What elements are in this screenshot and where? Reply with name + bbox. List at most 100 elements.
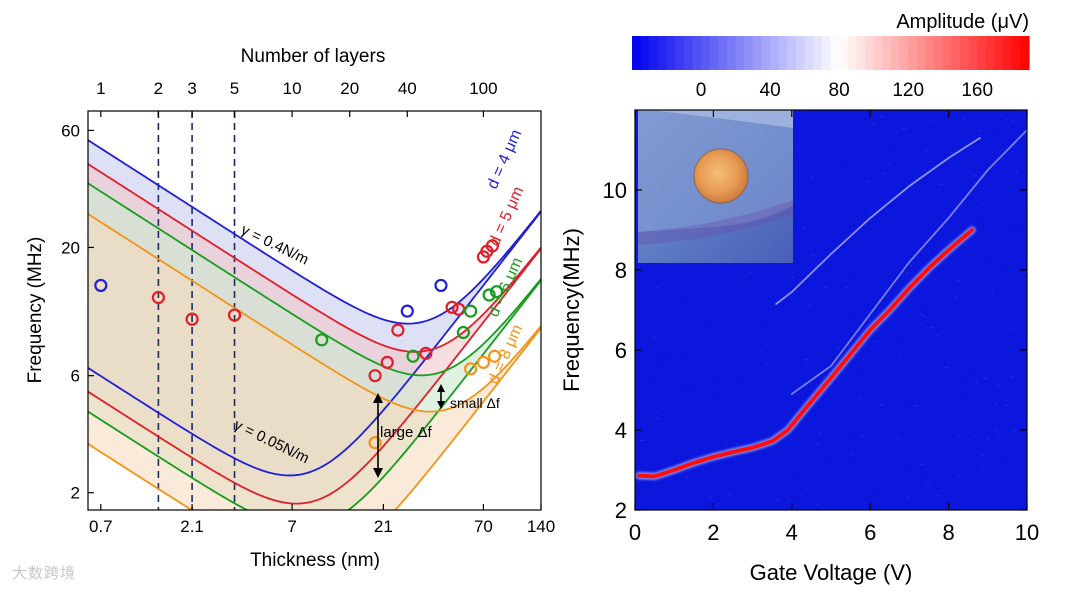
noise-speck xyxy=(909,223,913,225)
noise-speck xyxy=(917,171,919,173)
colorbar-step xyxy=(985,36,996,70)
noise-speck xyxy=(834,158,837,160)
colorbar-step xyxy=(1020,36,1030,70)
x-tick-label: 0 xyxy=(629,520,641,545)
colorbar-step xyxy=(692,36,702,70)
noise-speck xyxy=(930,327,935,329)
noise-speck xyxy=(909,265,913,267)
noise-speck xyxy=(906,497,910,499)
noise-speck xyxy=(936,334,941,336)
colorbar-step xyxy=(640,36,650,70)
colorbar-step xyxy=(657,36,668,70)
noise-speck xyxy=(881,336,885,338)
noise-speck xyxy=(798,495,802,497)
noise-speck xyxy=(908,131,912,133)
noise-speck xyxy=(1015,171,1019,173)
noise-speck xyxy=(1006,389,1008,391)
x-tick-label: 7 xyxy=(287,517,296,536)
colorbar-step xyxy=(856,36,866,70)
data-point xyxy=(456,325,470,340)
noise-speck xyxy=(708,497,712,499)
small-df-arrow xyxy=(437,384,445,409)
noise-speck xyxy=(635,162,638,164)
noise-speck xyxy=(894,438,899,440)
left-x-axis-label: Thickness (nm) xyxy=(250,550,380,571)
noise-speck xyxy=(965,357,967,359)
noise-speck xyxy=(862,490,865,492)
noise-speck xyxy=(849,271,853,273)
small-df-label: small Δf xyxy=(450,395,500,411)
noise-speck xyxy=(923,315,926,317)
colorbar-step xyxy=(865,36,875,70)
noise-speck xyxy=(933,220,935,222)
right-plot-frame xyxy=(634,109,1028,511)
noise-speck xyxy=(901,455,904,457)
x-tick-label: 70 xyxy=(474,517,493,536)
mode-2 xyxy=(790,129,1027,395)
colorbar-step xyxy=(1003,36,1013,70)
colorbar-label: Amplitude (μV) xyxy=(896,11,1029,33)
noise-speck xyxy=(906,354,908,356)
noise-speck xyxy=(973,371,978,373)
noise-speck xyxy=(994,402,998,404)
noise-speck xyxy=(810,220,812,222)
noise-speck xyxy=(951,499,954,501)
noise-speck xyxy=(992,473,995,475)
noise-speck xyxy=(1011,376,1015,378)
noise-speck xyxy=(949,178,951,180)
y-tick-label: 20 xyxy=(61,238,80,257)
noise-speck xyxy=(882,172,887,174)
colorbar-step xyxy=(787,36,797,70)
noise-speck xyxy=(872,488,874,490)
noise-speck xyxy=(976,381,979,383)
x-tick-label: 4 xyxy=(786,520,798,545)
noise-speck xyxy=(978,156,981,158)
noise-speck xyxy=(980,269,983,271)
right-x-axis-label: Gate Voltage (V) xyxy=(750,560,913,585)
colorbar-step xyxy=(683,36,694,70)
colorbar: 0 40 80 120 160 Amplitude (μV) xyxy=(632,11,1030,101)
noise-speck xyxy=(912,405,917,407)
colorbar-step xyxy=(744,36,754,70)
data-point xyxy=(391,323,405,337)
noise-speck xyxy=(974,435,976,437)
noise-speck xyxy=(953,205,958,207)
noise-speck xyxy=(980,204,983,206)
colorbar-step xyxy=(925,36,935,70)
noise-speck xyxy=(1005,404,1009,406)
data-point xyxy=(400,304,414,318)
noise-speck xyxy=(990,259,993,261)
noise-speck xyxy=(899,356,902,358)
noise-speck xyxy=(1003,457,1008,459)
noise-speck xyxy=(983,377,987,379)
noise-speck xyxy=(963,244,968,246)
colorbar-step xyxy=(795,36,806,70)
noise-speck xyxy=(802,227,807,229)
colorbar-tick-label: 40 xyxy=(760,80,781,101)
data-point xyxy=(185,312,199,326)
colorbar-steps: 0 40 80 120 160 xyxy=(632,36,1030,101)
noise-speck xyxy=(742,380,746,382)
noise-speck xyxy=(714,399,717,401)
x-tick-label: 10 xyxy=(1015,520,1039,545)
noise-speck xyxy=(815,264,818,266)
noise-speck xyxy=(950,151,955,153)
noise-speck xyxy=(866,180,870,182)
data-point xyxy=(487,349,502,363)
colorbar-tick-label: 160 xyxy=(961,80,993,101)
left-y-axis-label: Frequency (MHz) xyxy=(25,237,46,384)
noise-speck xyxy=(888,282,892,284)
noise-speck xyxy=(847,437,850,439)
noise-speck xyxy=(810,407,814,409)
noise-speck xyxy=(991,131,994,133)
noise-speck xyxy=(998,114,1003,116)
top-tick-label: 3 xyxy=(187,79,196,98)
noise-speck xyxy=(669,274,672,276)
noise-speck xyxy=(685,301,688,303)
colorbar-step xyxy=(968,36,978,70)
colorbar-step xyxy=(977,36,987,70)
data-point xyxy=(482,288,496,302)
data-point xyxy=(476,355,491,369)
colorbar-tick-label: 0 xyxy=(696,80,707,101)
